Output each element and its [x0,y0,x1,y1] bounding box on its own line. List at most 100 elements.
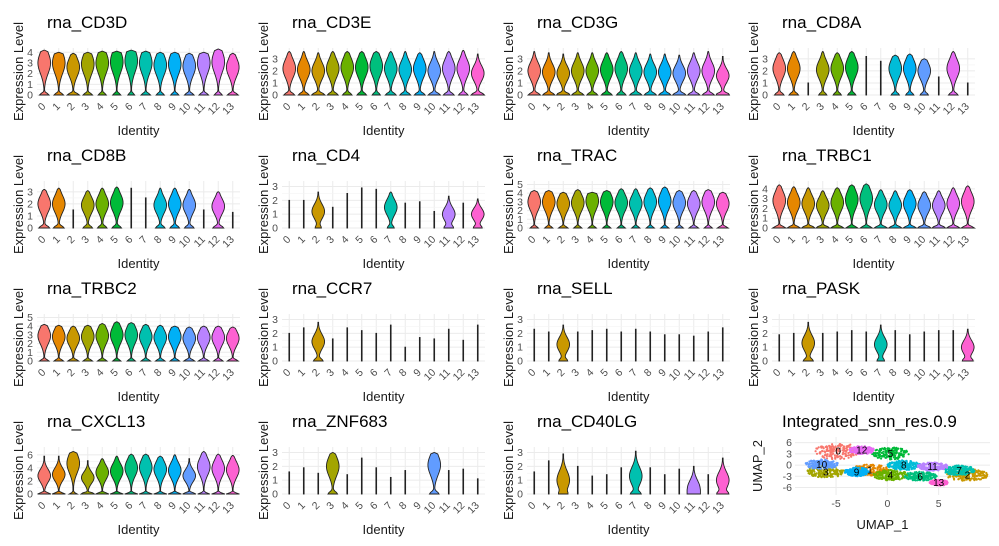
y-axis-label: Expression Level [11,155,26,254]
x-tick-label: 5 [353,101,366,114]
violin-cluster-4 [340,51,355,96]
y-tick-label: 2 [27,68,33,80]
x-tick-label: 1 [785,101,798,114]
umap-point [950,468,953,471]
y-tick-label: 6 [27,449,33,461]
violin-cluster-5 [605,328,608,362]
violin-cluster-6 [865,55,868,96]
umap-point [831,448,835,451]
violin-cluster-11 [686,465,701,495]
violin-cluster-3 [821,332,824,362]
violin-cluster-2 [317,472,320,495]
y-tick-label: 0 [762,356,768,368]
violin-cluster-4 [830,52,845,96]
umap-point [830,455,833,458]
umap-point [884,447,887,450]
x-tick-label: 3 [79,367,92,380]
panel-title: rna_PASK [782,279,861,298]
x-tick-label: 4 [584,234,597,247]
violin-cluster-12 [952,330,955,362]
umap-point [821,475,824,478]
x-tick-label: 6 [858,367,871,380]
x-tick-label: 9 [901,234,914,247]
x-tick-label: 8 [397,234,410,247]
violin-cluster-2 [807,82,810,96]
umap-point [897,477,900,481]
umap-point [942,466,946,469]
umap-point [865,451,869,454]
umap-point [916,465,920,468]
x-tick-label: -5 [831,498,840,510]
violin-cluster-1 [51,51,66,96]
x-tick-label: 2 [800,367,813,380]
umap-point [807,465,811,468]
violin-cluster-10 [433,210,436,229]
umap-point [814,473,817,476]
umap-point [814,462,817,465]
umap-point [891,474,895,477]
x-tick-label: 4 [339,101,352,114]
umap-point [822,462,825,465]
violin-cluster-9 [412,52,427,96]
y-tick-label: 5 [517,179,523,191]
violin-cluster-11 [447,328,450,362]
umap-point [912,465,915,469]
y-tick-label: 0 [517,90,523,102]
x-tick-label: 3 [324,367,337,380]
umap-point [878,454,881,457]
umap-point [825,457,829,460]
violin-cluster-12 [707,331,710,362]
x-tick-label: 3 [814,101,827,114]
violin-cluster-12 [211,48,226,96]
panel-title: rna_CD4 [292,146,360,165]
umap-point [964,465,967,468]
umap-point [899,460,902,463]
umap-point [845,449,848,452]
umap-point [903,471,906,474]
umap-point [939,466,942,469]
violin-cluster-11 [930,190,947,229]
panel-title: Integrated_snn_res.0.9 [782,412,957,431]
y-axis-label: Expression Level [746,22,761,121]
umap-point [945,464,948,467]
umap-point [807,472,810,475]
violin-cluster-4 [95,50,110,96]
umap-point [958,472,961,475]
violin-cluster-5 [109,455,124,495]
umap-point [879,467,882,470]
violin-cluster-6 [620,331,623,362]
y-tick-label: 3 [272,53,278,65]
umap-point [880,451,884,454]
umap-point [902,455,905,458]
umap-point [826,460,829,463]
umap-point [885,466,888,469]
umap-point [862,464,865,467]
umap-point [885,456,888,459]
x-tick-label: 9 [901,101,914,114]
x-tick-label: 2 [65,500,78,513]
y-tick-label: 3 [762,314,768,326]
panel-title: rna_CD8B [47,146,126,165]
y-tick-label: 3 [517,447,523,459]
umap-point [896,476,899,479]
violin-cluster-8 [649,467,652,495]
y-tick-label: 0 [762,223,768,235]
umap-point [882,450,885,453]
violin-cluster-10 [678,468,681,495]
y-tick-label: 0 [517,356,523,368]
umap-point [927,463,930,466]
umap-point [933,483,936,486]
umap-cluster-10 [804,458,839,470]
violin-cluster-8 [404,470,407,495]
umap-point [912,476,915,479]
umap-point [849,447,852,451]
x-axis-label: Identity [118,522,160,537]
y-tick-label: 1 [517,214,523,226]
y-tick-label: 0 [272,356,278,368]
umap-point [947,466,950,469]
umap-point [849,443,852,446]
umap-point [911,462,914,465]
violin-cluster-1 [547,331,550,362]
umap-point [902,475,905,478]
